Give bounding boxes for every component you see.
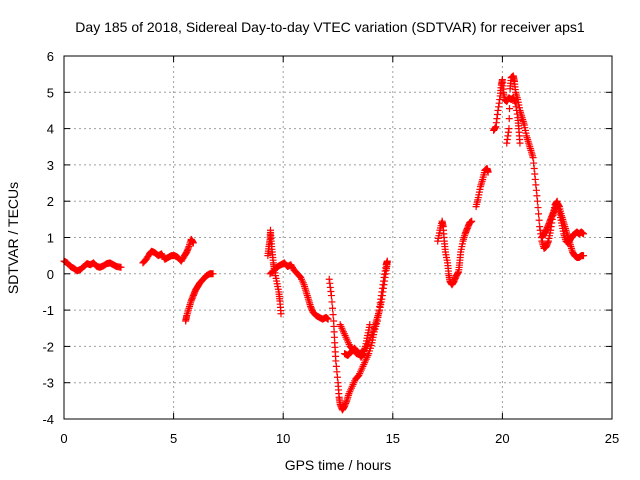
data-point [580, 252, 588, 260]
y-tick-label: 4 [47, 122, 54, 137]
data-point [533, 197, 541, 205]
plot-frame [63, 55, 613, 420]
data-point [327, 292, 335, 300]
y-tick-label: -2 [42, 339, 54, 354]
data-point [484, 168, 492, 176]
y-tick-label: 2 [47, 194, 54, 209]
x-tick-label: 10 [276, 431, 290, 446]
x-tick-label: 20 [495, 431, 509, 446]
data-point [534, 204, 542, 212]
data-point [324, 315, 332, 323]
y-tick-label: 3 [47, 158, 54, 173]
data-point [383, 257, 391, 265]
tick-labels: 0 5 10 15 20 25 -4 -3 -2 -1 0 1 2 3 4 5 6 [42, 49, 619, 446]
data-point [535, 210, 543, 218]
x-tick-label: 5 [170, 431, 177, 446]
data-point [580, 230, 588, 238]
x-tick-label: 25 [605, 431, 619, 446]
data-point [328, 298, 336, 306]
grid [64, 56, 612, 419]
data-point [117, 263, 125, 271]
axis-ticks [63, 55, 613, 420]
data-point [277, 310, 285, 318]
y-tick-label: -4 [42, 412, 54, 427]
data-point [468, 217, 476, 225]
y-tick-label: 1 [47, 231, 54, 246]
data-point [535, 216, 543, 224]
y-tick-label: 0 [47, 267, 54, 282]
data-markers [60, 72, 588, 414]
y-tick-label: 6 [47, 49, 54, 64]
data-point [329, 304, 337, 312]
data-point [506, 105, 514, 113]
y-tick-label: -3 [42, 376, 54, 391]
x-tick-label: 0 [60, 431, 67, 446]
chart-title: Day 185 of 2018, Sidereal Day-to-day VTE… [75, 19, 585, 35]
data-point [506, 95, 514, 103]
y-tick-label: -1 [42, 303, 54, 318]
x-axis-label: GPS time / hours [285, 457, 392, 473]
data-point [516, 139, 524, 147]
data-point [505, 115, 513, 123]
data-point [505, 125, 513, 133]
data-point [366, 321, 374, 329]
data-point [189, 239, 197, 247]
data-point [209, 270, 217, 278]
y-axis-label: SDTVAR / TECUs [5, 182, 21, 294]
x-tick-label: 15 [386, 431, 400, 446]
y-tick-label: 5 [47, 85, 54, 100]
data-point [329, 311, 337, 319]
